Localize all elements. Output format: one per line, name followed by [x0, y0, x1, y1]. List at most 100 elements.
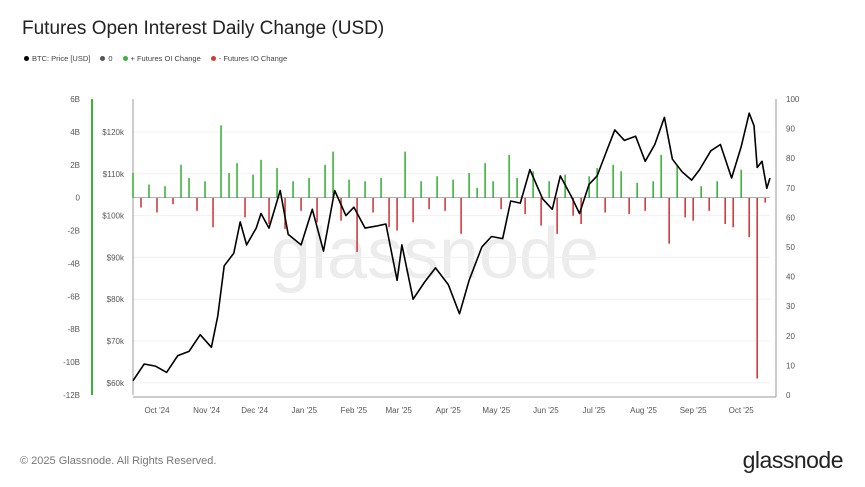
oi-bar-positive [332, 151, 334, 198]
x-tick: Nov '24 [193, 406, 220, 415]
oi-bar-positive [380, 177, 382, 198]
oi-bar-positive [700, 186, 702, 198]
oi-bar-negative [524, 197, 526, 215]
oi-bar-positive [620, 171, 622, 198]
oi-bar-positive [636, 182, 638, 198]
oi-bar-negative [372, 197, 374, 213]
oi-bar-positive [180, 164, 182, 198]
x-tick: Dec '24 [241, 406, 268, 415]
oi-bar-positive [452, 179, 454, 198]
legend-item[interactable]: - Futures IO Change [210, 54, 288, 63]
legend-label: BTC: Price [USD] [32, 54, 91, 63]
y-left-tick: -6B [68, 292, 80, 301]
oi-bar-positive [740, 169, 742, 198]
oi-bar-positive [324, 164, 326, 198]
oi-bar-negative [340, 197, 342, 221]
brand-logo: glassnode [742, 447, 844, 473]
legend-item[interactable]: + Futures OI Change [122, 54, 201, 63]
oi-bar-negative [644, 197, 646, 211]
oi-bar-positive [532, 171, 534, 198]
oi-bar-negative [500, 197, 502, 210]
oi-bar-negative [140, 197, 142, 208]
oi-bar-positive [236, 163, 238, 198]
oi-bar-positive [492, 181, 494, 198]
oi-bar-negative [316, 197, 318, 223]
legend-dot [24, 56, 29, 61]
oi-bar-positive [476, 187, 478, 198]
x-tick: Sep '25 [680, 406, 707, 415]
oi-bar-positive [660, 154, 662, 198]
legend-label: + Futures OI Change [130, 54, 201, 63]
oi-bar-negative [156, 197, 158, 213]
legend-item[interactable]: 0 [100, 54, 113, 63]
y-right-tick: 30 [786, 302, 795, 311]
x-tick: May '25 [482, 406, 510, 415]
oi-bar-positive [596, 168, 598, 198]
y-right-tick: 40 [786, 273, 795, 282]
copyright: © 2025 Glassnode. All Rights Reserved. [20, 455, 217, 467]
y-right-tick: 10 [786, 361, 795, 370]
y-right-tick: 100 [786, 95, 800, 104]
price-line [132, 112, 771, 382]
oi-bar-negative [428, 197, 430, 210]
oi-bar-negative [540, 197, 542, 226]
y-right-tick: 50 [786, 243, 795, 252]
y-price-tick: $90k [107, 253, 125, 262]
y-left-tick: -2B [68, 227, 80, 236]
oi-bar-negative [556, 197, 558, 234]
oi-bar-negative [764, 197, 766, 203]
oi-bar-positive [404, 151, 406, 198]
y-right-tick: 80 [786, 154, 795, 163]
y-right-tick: 60 [786, 213, 795, 222]
oi-bar-negative [732, 197, 734, 228]
oi-bar-positive [716, 181, 718, 198]
oi-bar-negative [708, 197, 710, 211]
oi-bar-negative [412, 197, 414, 223]
x-tick: Jan '25 [291, 406, 317, 415]
oi-bar-negative [244, 197, 246, 218]
y-right-tick: 0 [786, 391, 791, 400]
x-tick: Mar '25 [385, 406, 412, 415]
oi-bar-negative [724, 197, 726, 224]
oi-bar-positive [276, 168, 278, 198]
oi-bar-positive [364, 181, 366, 198]
oi-bar-negative [628, 197, 630, 215]
oi-bar-negative [388, 197, 390, 228]
y-price-tick: $60k [107, 379, 125, 388]
x-tick: Oct '25 [729, 406, 755, 415]
legend-dot [100, 56, 106, 61]
oi-bar-positive [348, 179, 350, 198]
oi-bar-positive [420, 181, 422, 198]
oi-bar-positive [220, 125, 222, 198]
watermark: glassnode [271, 214, 599, 294]
y-left-tick: 2B [70, 161, 80, 170]
oi-bar-positive [260, 159, 262, 198]
y-price-tick: $70k [107, 337, 125, 346]
y-price-tick: $110k [103, 170, 125, 179]
legend-label: - Futures IO Change [218, 54, 288, 63]
oi-bar-positive [204, 181, 206, 198]
y-price-tick: $120k [102, 128, 125, 137]
oi-bar-positive [676, 164, 678, 198]
oi-bar-positive [188, 177, 190, 198]
oi-bar-negative [212, 197, 214, 228]
oi-bar-positive [252, 174, 254, 198]
x-tick: Jun '25 [533, 406, 559, 415]
oi-bar-negative [748, 197, 750, 238]
oi-bar-negative [756, 197, 758, 379]
y-left-tick: 0 [76, 194, 81, 203]
oi-bar-negative [604, 197, 606, 213]
oi-bar-positive [588, 176, 590, 198]
legend-item[interactable]: BTC: Price [USD] [24, 54, 90, 63]
y-left-tick: 6B [70, 95, 80, 104]
x-tick: Jul '25 [583, 406, 606, 415]
oi-bar-negative [668, 197, 670, 244]
oi-bar-negative [692, 197, 694, 221]
oi-bar-positive [652, 181, 654, 198]
oi-bar-positive [548, 181, 550, 198]
x-tick: Apr '25 [436, 406, 462, 415]
legend-dot [210, 56, 216, 61]
oi-bar-positive [132, 173, 134, 198]
